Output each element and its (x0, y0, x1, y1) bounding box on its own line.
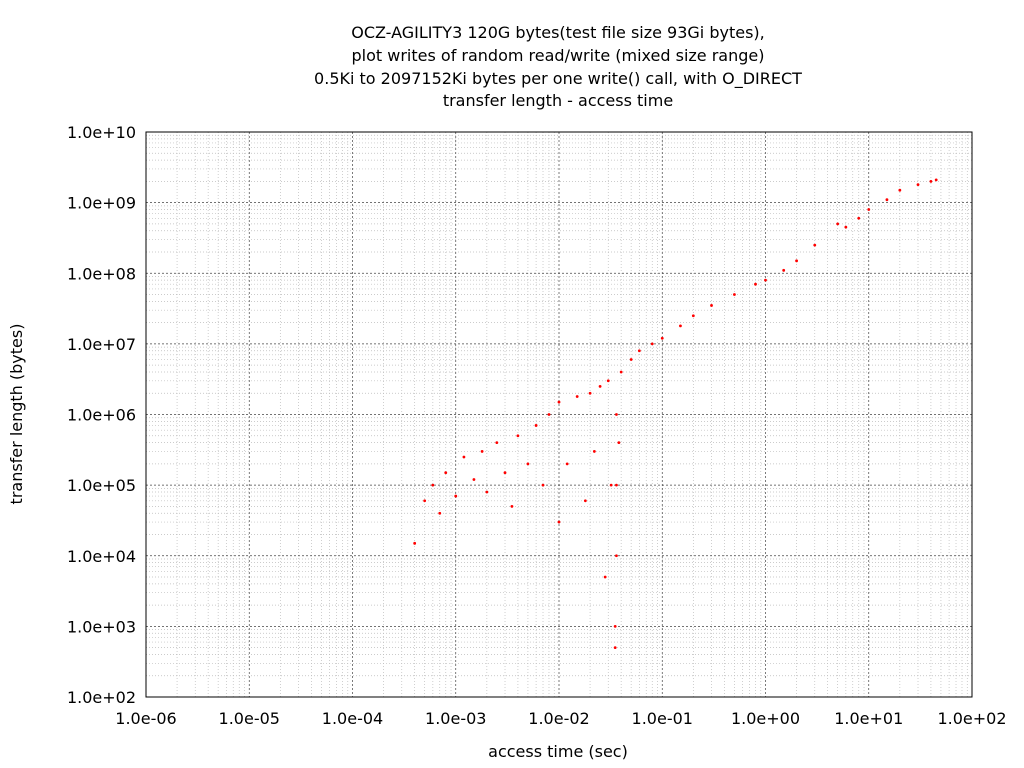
data-point (844, 225, 848, 229)
y-tick-label: 1.0e+10 (67, 123, 136, 142)
data-point (583, 499, 587, 503)
data-point (413, 541, 417, 545)
data-point (754, 282, 757, 286)
data-point (598, 384, 602, 388)
data-point (438, 511, 442, 515)
data-point (541, 483, 545, 487)
data-point (462, 455, 466, 459)
x-tick-label: 1.0e-06 (115, 709, 176, 728)
data-point (575, 395, 579, 398)
data-point (885, 198, 889, 202)
y-tick-label: 1.0e+05 (67, 476, 136, 495)
x-tick-label: 1.0e-01 (632, 709, 693, 728)
data-point (526, 462, 530, 466)
data-point (454, 494, 458, 498)
x-tick-label: 1.0e+02 (937, 709, 1006, 728)
data-point (619, 370, 623, 374)
y-tick-label: 1.0e+07 (67, 335, 136, 354)
y-tick-label: 1.0e+08 (67, 264, 136, 283)
chart-title: OCZ-AGILITY3 120G bytes(test file size 9… (314, 23, 802, 110)
data-point (733, 293, 736, 296)
data-point (934, 178, 938, 182)
data-point (650, 342, 654, 346)
x-axis-ticks: 1.0e-06 1.0e-05 1.0e-04 1.0e-03 1.0e-02 1.0e-… (115, 709, 1006, 728)
x-tick-label: 1.0e+00 (731, 709, 800, 728)
data-point (485, 490, 489, 494)
data-point (615, 483, 618, 487)
data-point (898, 188, 902, 192)
x-tick-label: 1.0e+01 (834, 709, 903, 728)
x-axis-label: access time (sec) (488, 742, 628, 761)
y-axis-ticks: 1.0e+02 1.0e+03 1.0e+04 1.0e+05 1.0e+06 1.0e+… (67, 123, 136, 707)
data-point (795, 259, 798, 263)
data-point (916, 183, 920, 186)
data-point (495, 441, 499, 445)
data-point (813, 243, 817, 247)
x-tick-label: 1.0e-03 (425, 709, 486, 728)
data-point (603, 575, 607, 579)
data-point (480, 450, 484, 453)
title-line-1: OCZ-AGILITY3 120G bytes(test file size 9… (351, 23, 765, 42)
data-point (547, 413, 551, 416)
data-point (503, 471, 507, 475)
data-point (929, 179, 933, 183)
major-grid (145, 131, 973, 698)
data-point (609, 483, 613, 487)
data-point (472, 478, 476, 481)
data-point (510, 504, 514, 508)
data-point (629, 358, 633, 361)
data-point (557, 400, 561, 404)
data-point (592, 450, 596, 453)
x-tick-label: 1.0e-02 (528, 709, 589, 728)
data-points (413, 178, 938, 650)
data-point (516, 434, 520, 438)
data-point (557, 520, 561, 524)
data-point (857, 216, 861, 220)
title-line-2: plot writes of random read/write (mixed … (352, 46, 765, 65)
y-tick-label: 1.0e+03 (67, 617, 136, 636)
title-line-4: transfer length - access time (443, 91, 673, 110)
y-tick-label: 1.0e+04 (67, 547, 136, 566)
data-point (444, 471, 448, 475)
data-point (606, 379, 610, 383)
data-point (679, 324, 682, 328)
data-point (660, 336, 664, 340)
data-point (565, 462, 569, 466)
data-point (588, 391, 592, 395)
data-point (710, 304, 713, 307)
y-tick-label: 1.0e+06 (67, 406, 136, 425)
y-tick-label: 1.0e+09 (67, 194, 136, 213)
data-point (431, 483, 435, 487)
title-line-3: 0.5Ki to 2097152Ki bytes per one write()… (314, 69, 802, 89)
data-point (836, 222, 840, 226)
data-point (615, 554, 618, 558)
plot-frame (145, 131, 973, 698)
data-point (867, 208, 871, 211)
data-point (691, 314, 695, 318)
data-point (617, 441, 621, 445)
x-tick-label: 1.0e-05 (219, 709, 280, 728)
data-point (637, 349, 641, 353)
data-point (534, 424, 538, 427)
data-point (423, 499, 427, 503)
y-axis-label: transfer length (bytes) (7, 324, 26, 505)
data-point (764, 278, 767, 282)
data-point (615, 413, 618, 416)
data-point (613, 624, 617, 628)
data-point (613, 646, 617, 650)
y-tick-label: 1.0e+02 (67, 688, 136, 707)
x-tick-label: 1.0e-04 (322, 709, 383, 728)
data-point (782, 268, 786, 272)
